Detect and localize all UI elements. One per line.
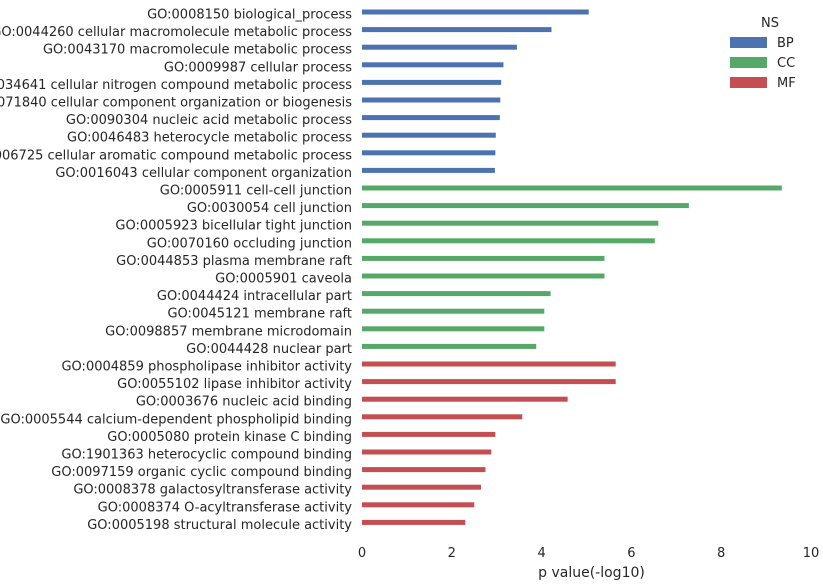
bar-go-0005544: [362, 414, 523, 420]
bar-go-0045121: [362, 308, 545, 314]
legend-label-mf: MF: [777, 76, 796, 91]
bar-go-0030054: [362, 203, 689, 209]
category-label-go-0071840: GO:0071840 cellular component organizati…: [0, 96, 352, 111]
legend-swatch-cc: [730, 57, 767, 68]
bar-go-0005198: [362, 519, 466, 525]
category-label-go-0046483: GO:0046483 heterocycle metabolic process: [67, 131, 352, 146]
bar-go-0044260: [362, 27, 552, 33]
bar-go-0004859: [362, 361, 616, 367]
bars-group: [362, 9, 782, 525]
category-label-go-0003676: GO:0003676 nucleic acid binding: [136, 395, 352, 410]
category-labels-group: GO:0008150 biological_process GO:0044260 …: [0, 8, 352, 533]
x-tick-label-2: 2: [448, 546, 456, 561]
category-label-go-0043170: GO:0043170 macromolecule metabolic proce…: [43, 43, 352, 58]
bar-go-0003676: [362, 396, 568, 402]
x-axis-ticks-group: 0 2 4 6 8 10: [358, 546, 819, 561]
x-axis-title: p value(-log10): [538, 565, 645, 581]
x-tick-label-6: 6: [627, 546, 635, 561]
bar-go-0044428: [362, 343, 537, 349]
bar-go-0008374: [362, 502, 475, 508]
category-label-go-0045121: GO:0045121 membrane raft: [167, 307, 352, 322]
category-label-go-0009987: GO:0009987 cellular process: [164, 60, 352, 75]
bar-go-0008150: [362, 9, 589, 15]
bar-go-1901363: [362, 449, 492, 455]
bar-go-0005923: [362, 220, 659, 226]
category-label-go-0005544: GO:0005544 calcium-dependent phospholipi…: [0, 412, 352, 427]
category-label-go-0016043: GO:0016043 cellular component organizati…: [55, 166, 352, 181]
bar-go-0044853: [362, 255, 605, 261]
bar-go-0046483: [362, 132, 496, 138]
category-label-go-1901363: GO:1901363 heterocyclic compound binding: [61, 448, 352, 463]
category-label-go-0008378: GO:0008378 galactosyltransferase activit…: [73, 483, 352, 498]
category-label-go-0097159: GO:0097159 organic cyclic compound bindi…: [51, 465, 352, 480]
category-label-go-0055102: GO:0055102 lipase inhibitor activity: [117, 377, 352, 392]
bar-go-0034641: [362, 79, 502, 85]
bar-go-0008378: [362, 484, 481, 490]
bar-go-0009987: [362, 62, 504, 68]
x-tick-label-10: 10: [803, 546, 820, 561]
category-label-go-0044424: GO:0044424 intracellular part: [157, 289, 352, 304]
legend-swatch-bp: [730, 37, 767, 48]
category-label-go-0006725: GO:0006725 cellular aromatic compound me…: [0, 148, 352, 163]
category-label-go-0070160: GO:0070160 occluding junction: [147, 236, 352, 251]
x-tick-label-0: 0: [358, 546, 366, 561]
category-label-go-0005911: GO:0005911 cell-cell junction: [160, 184, 352, 199]
category-label-go-0098857: GO:0098857 membrane microdomain: [105, 324, 352, 339]
legend-label-cc: CC: [777, 56, 795, 71]
bar-go-0043170: [362, 44, 517, 50]
category-label-go-0005901: GO:0005901 caveola: [215, 272, 352, 287]
legend: NS BP CC MF: [730, 16, 796, 91]
legend-title: NS: [761, 16, 779, 31]
category-label-go-0090304: GO:0090304 nucleic acid metabolic proces…: [66, 113, 352, 128]
category-label-go-0004859: GO:0004859 phospholipase inhibitor activ…: [61, 360, 352, 375]
bar-go-0097159: [362, 467, 486, 473]
category-label-go-0044260: GO:0044260 cellular macromolecule metabo…: [0, 25, 352, 40]
x-tick-label-4: 4: [537, 546, 545, 561]
bar-go-0006725: [362, 150, 496, 156]
category-label-go-0044853: GO:0044853 plasma membrane raft: [116, 254, 352, 269]
category-label-go-0005198: GO:0005198 structural molecule activity: [87, 518, 352, 533]
category-label-go-0008150: GO:0008150 biological_process: [147, 8, 352, 23]
category-label-go-0005923: GO:0005923 bicellular tight junction: [115, 219, 352, 234]
x-tick-label-8: 8: [717, 546, 725, 561]
bar-go-0055102: [362, 379, 616, 385]
category-label-go-0034641: GO:0034641 cellular nitrogen compound me…: [0, 78, 352, 93]
bar-go-0016043: [362, 167, 495, 173]
bar-go-0098857: [362, 326, 545, 332]
category-label-go-0030054: GO:0030054 cell junction: [187, 201, 352, 216]
category-label-go-0044428: GO:0044428 nuclear part: [186, 342, 352, 357]
legend-swatch-mf: [730, 77, 767, 88]
bar-go-0090304: [362, 115, 500, 121]
legend-label-bp: BP: [777, 36, 794, 51]
bar-go-0005080: [362, 431, 496, 437]
bar-go-0005911: [362, 185, 782, 191]
bar-go-0071840: [362, 97, 501, 103]
category-label-go-0008374: GO:0008374 O-acyltransferase activity: [98, 500, 353, 515]
bar-go-0044424: [362, 291, 551, 297]
category-label-go-0005080: GO:0005080 protein kinase C binding: [107, 430, 352, 445]
bar-go-0005901: [362, 273, 605, 279]
bar-go-0070160: [362, 238, 655, 244]
